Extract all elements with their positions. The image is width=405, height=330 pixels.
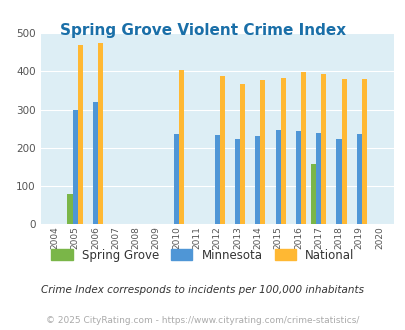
Bar — [320, 74, 326, 224]
Bar — [234, 139, 239, 224]
Bar — [310, 164, 315, 224]
Text: Spring Grove Violent Crime Index: Spring Grove Violent Crime Index — [60, 23, 345, 38]
Bar — [260, 81, 265, 224]
Bar — [77, 45, 83, 224]
Bar — [356, 134, 361, 224]
Text: © 2025 CityRating.com - https://www.cityrating.com/crime-statistics/: © 2025 CityRating.com - https://www.city… — [46, 315, 359, 325]
Bar — [219, 76, 224, 224]
Bar — [361, 79, 366, 224]
Bar — [295, 131, 300, 224]
Bar — [336, 139, 341, 224]
Bar — [315, 133, 320, 224]
Text: Crime Index corresponds to incidents per 100,000 inhabitants: Crime Index corresponds to incidents per… — [41, 285, 364, 295]
Bar — [255, 136, 260, 224]
Bar — [174, 134, 179, 224]
Bar — [300, 72, 305, 224]
Bar — [179, 70, 184, 224]
Bar — [72, 110, 77, 224]
Bar — [275, 130, 280, 224]
Bar — [67, 194, 72, 224]
Bar — [341, 79, 346, 224]
Bar — [93, 102, 98, 224]
Bar — [280, 78, 285, 224]
Legend: Spring Grove, Minnesota, National: Spring Grove, Minnesota, National — [48, 245, 357, 265]
Bar — [239, 84, 245, 224]
Bar — [98, 43, 103, 224]
Bar — [214, 135, 219, 224]
